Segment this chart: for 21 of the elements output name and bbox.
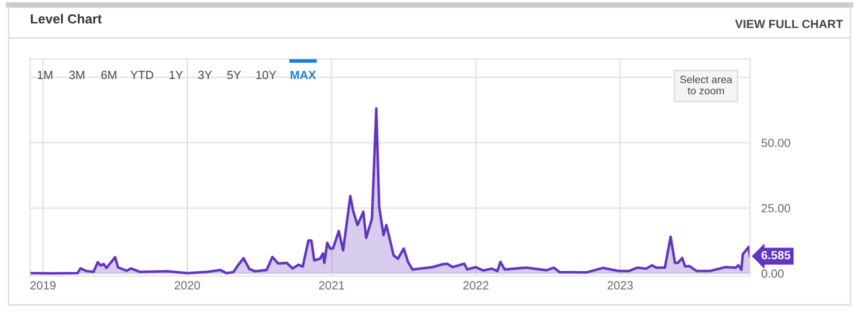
y-tick-label: 0.00 xyxy=(762,269,784,278)
x-tick-label: 2022 xyxy=(463,281,488,290)
text: VIEW FULL CHART xyxy=(735,20,843,28)
chart-title: Level Chart xyxy=(30,14,102,24)
annotation: 3M xyxy=(69,70,84,80)
annotation: 3Y xyxy=(198,70,212,80)
x-tick-label: 2020 xyxy=(174,281,200,290)
annotation: 10Y xyxy=(256,70,276,80)
x-tick-label: 2023 xyxy=(608,281,633,290)
annotation: 6.585 xyxy=(762,250,790,260)
annotation: MAX xyxy=(290,70,316,80)
annotation: 5Y xyxy=(227,70,241,80)
annotation: 6M xyxy=(101,70,116,80)
y-tick-label: 50.00 xyxy=(762,138,790,148)
annotation: 1Y xyxy=(170,70,183,80)
annotation: YTD xyxy=(130,70,154,80)
x-tick-label: 2019 xyxy=(30,281,56,290)
annotation: 1M xyxy=(38,70,52,80)
annotation: Select area to zoom xyxy=(680,76,732,94)
y-tick-label: 25.00 xyxy=(762,204,790,212)
x-tick-label: 2021 xyxy=(319,281,344,290)
